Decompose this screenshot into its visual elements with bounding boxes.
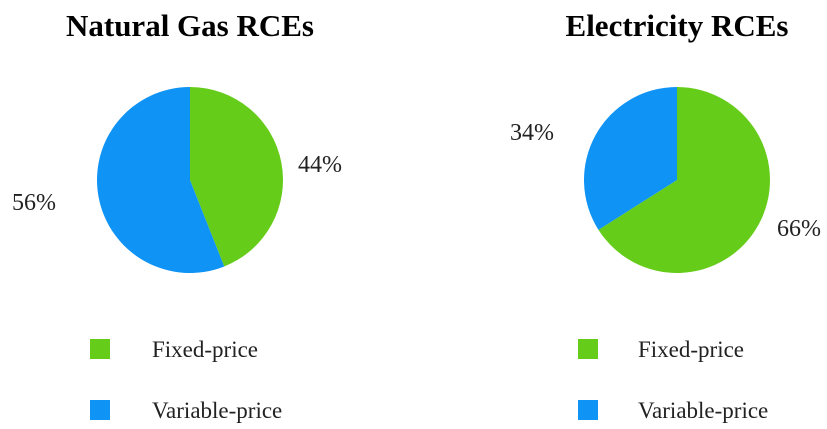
legend-label-variable: Variable-price: [152, 398, 282, 423]
legend-swatch-variable: [90, 400, 110, 420]
pie-label-variable: 34%: [510, 120, 554, 146]
pie-slice-variable: [97, 87, 225, 273]
pie-label-fixed: 66%: [777, 216, 821, 242]
electricity-chart: Electricity RCEs 66% 34% Fixed-price Var…: [510, 8, 821, 423]
pie-slices: [584, 87, 770, 273]
legend-swatch-fixed: [578, 339, 598, 359]
legend-label-fixed: Fixed-price: [152, 337, 258, 362]
pie-label-variable: 56%: [12, 190, 56, 216]
natural-gas-chart: Natural Gas RCEs 44% 56% Fixed-price Var…: [12, 8, 342, 423]
legend-swatch-variable: [578, 400, 598, 420]
chart-title: Electricity RCEs: [566, 8, 789, 43]
pie-slices: [97, 87, 283, 273]
pie-slice-fixed: [598, 87, 770, 273]
legend: Fixed-price Variable-price: [578, 337, 768, 423]
legend-label-variable: Variable-price: [638, 398, 768, 423]
pie-slice-fixed: [190, 87, 283, 267]
legend-label-fixed: Fixed-price: [638, 337, 744, 362]
pie-label-fixed: 44%: [298, 152, 342, 178]
pie-slice-variable: [584, 87, 677, 230]
chart-title: Natural Gas RCEs: [66, 8, 314, 43]
legend-swatch-fixed: [90, 339, 110, 359]
legend: Fixed-price Variable-price: [90, 337, 282, 423]
